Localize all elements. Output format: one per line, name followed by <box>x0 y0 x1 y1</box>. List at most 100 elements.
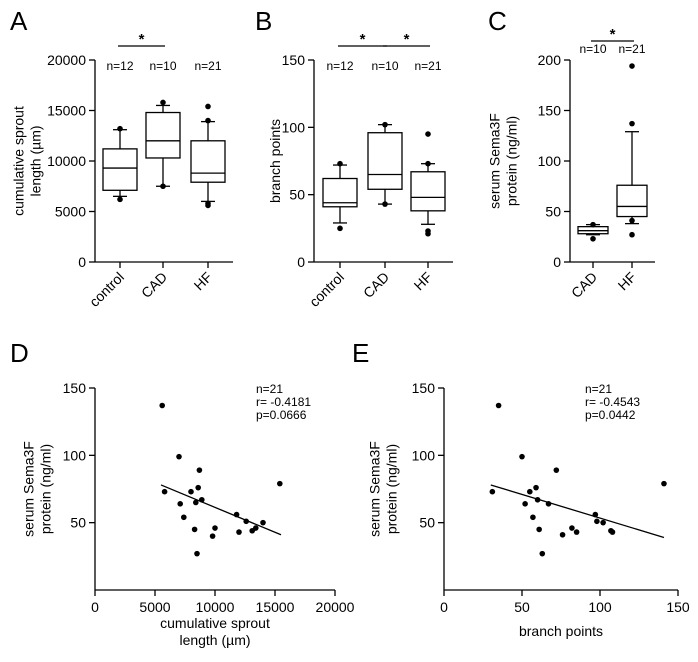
y-tick-label: 100 <box>282 119 306 135</box>
y-tick-label: 150 <box>282 52 306 68</box>
panel-label-a: A <box>10 6 28 36</box>
data-point <box>176 453 182 460</box>
n-label: n=10 <box>579 42 606 56</box>
box-iqr <box>410 171 446 212</box>
y-axis-label: cumulative sprout <box>11 106 27 216</box>
data-point <box>188 488 194 495</box>
y-axis-label: serum Sema3F <box>367 441 383 537</box>
data-point <box>553 467 560 473</box>
y-tick-label: 150 <box>538 103 562 119</box>
data-point <box>569 525 575 531</box>
data-point <box>159 402 165 409</box>
x-tick-label: HF <box>191 269 216 294</box>
data-point <box>594 518 600 525</box>
x-tick-label: control <box>306 269 347 310</box>
outlier-point <box>382 201 388 207</box>
panel-label-c: C <box>488 6 507 36</box>
outlier-point <box>117 196 123 203</box>
n-label: n=21 <box>618 42 645 56</box>
y-tick-label: 20000 <box>47 52 86 68</box>
regression-line <box>160 484 282 536</box>
y-tick-label: 50 <box>545 204 561 220</box>
n-label: n=10 <box>371 59 398 73</box>
y-tick-label: 150 <box>63 380 87 396</box>
outlier-point <box>629 217 635 224</box>
data-point <box>573 529 580 535</box>
x-tick-label: HF <box>615 269 640 294</box>
panel-b-boxplot: 0 50 100 150 branch points control n=12 CAD n=10… <box>267 31 453 310</box>
y-axis-label: branch points <box>267 119 283 203</box>
x-tick-label: 50 <box>514 599 530 615</box>
data-point <box>191 526 198 533</box>
outlier-point <box>590 235 596 242</box>
stat-annotation: r= -0.4543 <box>585 395 640 409</box>
x-tick-label: control <box>86 269 127 310</box>
y-tick-label: 100 <box>63 447 87 463</box>
regression-line <box>490 484 665 539</box>
data-point <box>530 514 536 521</box>
y-tick-label: 0 <box>553 254 561 270</box>
data-point <box>236 529 242 535</box>
x-tick-label: 150 <box>666 599 690 615</box>
panel-c-boxplot: 0 50 100 150 200 serum Sema3F protein (ng/ml) C… <box>487 26 655 301</box>
panel-e-scatter: 50 100 150 0 50 100 150 serum Sema3F protein (ng… <box>367 380 690 639</box>
y-axis-label: protein (ng/ml) <box>504 116 520 206</box>
panel-label-e: E <box>352 338 369 368</box>
data-point <box>539 550 546 557</box>
y-tick-label: 150 <box>412 380 436 396</box>
x-tick-label: 10000 <box>196 599 235 615</box>
data-point <box>253 525 259 531</box>
outlier-point <box>337 225 343 232</box>
x-axis-label: cumulative sprout <box>160 615 270 631</box>
x-tick-label: 20000 <box>316 599 355 615</box>
n-label: n=21 <box>414 59 441 73</box>
data-point <box>181 514 187 521</box>
stat-annotation: p=0.0442 <box>585 408 636 422</box>
data-point <box>161 488 168 495</box>
y-tick-label: 5000 <box>55 204 86 220</box>
box-iqr <box>102 148 138 191</box>
significance-star: * <box>404 31 410 48</box>
y-tick-label: 0 <box>297 254 305 270</box>
y-tick-label: 10000 <box>47 153 86 169</box>
box-iqr <box>616 184 648 218</box>
data-point <box>533 484 539 491</box>
significance-star: * <box>139 31 145 48</box>
n-label: n=12 <box>106 59 133 73</box>
y-axis-label: protein (ng/ml) <box>384 444 400 534</box>
data-point <box>519 453 525 460</box>
data-point <box>527 488 533 495</box>
data-point <box>522 501 528 507</box>
panel-label-b: B <box>255 6 272 36</box>
n-label: n=21 <box>194 59 221 73</box>
y-tick-label: 100 <box>538 153 562 169</box>
outlier-point <box>205 200 211 207</box>
outlier-point <box>629 120 635 127</box>
panel-label-d: D <box>10 338 29 368</box>
data-point <box>536 526 542 533</box>
data-point <box>277 480 283 487</box>
outlier-point <box>590 221 596 228</box>
y-tick-label: 200 <box>538 52 562 68</box>
outlier-point <box>629 63 635 69</box>
outlier-point <box>117 125 123 132</box>
data-point <box>260 519 266 526</box>
x-tick-label: 0 <box>91 599 99 615</box>
outlier-point <box>425 160 431 167</box>
data-point <box>489 488 496 495</box>
x-tick-label: 5000 <box>139 599 170 615</box>
x-tick-label: CAD <box>568 269 600 301</box>
outlier-point <box>160 99 166 106</box>
box-iqr <box>190 140 226 183</box>
data-point <box>193 499 199 506</box>
data-point <box>661 480 667 487</box>
box-iqr <box>145 111 181 159</box>
n-label: n=10 <box>149 59 176 73</box>
y-tick-label: 50 <box>70 515 86 531</box>
data-point <box>609 529 616 535</box>
y-axis-label: serum Sema3F <box>21 441 37 537</box>
stat-annotation: n=21 <box>585 382 612 396</box>
data-point <box>212 525 218 531</box>
y-axis-label: serum Sema3F <box>487 113 503 209</box>
